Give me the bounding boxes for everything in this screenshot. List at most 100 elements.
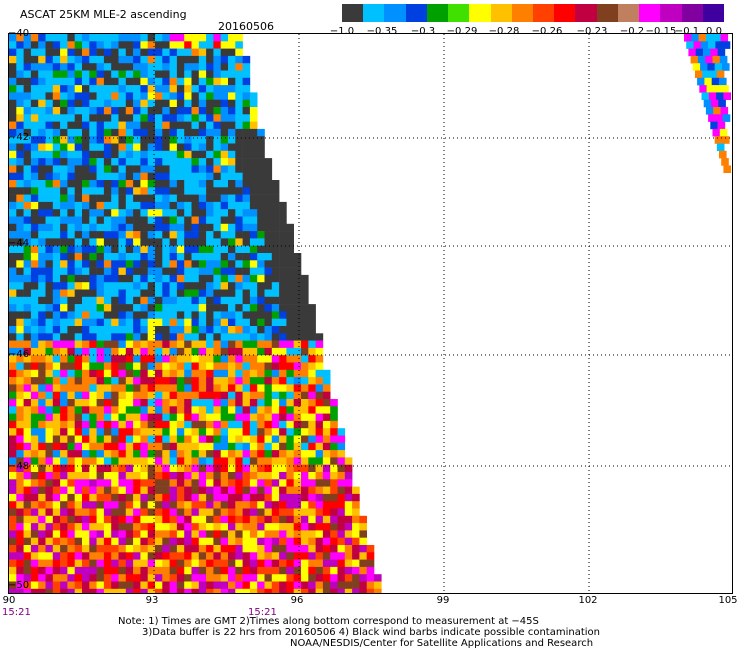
swath-cell [301,355,309,363]
swath-cell [206,311,214,319]
swath-cell [206,85,214,93]
swath-cell [103,428,112,436]
swath-cell [147,340,156,349]
swath-cell [89,464,97,473]
swath-cell [213,128,221,137]
swath-cell [30,187,39,195]
swath-cell [52,326,61,334]
swath-cell [45,260,54,268]
swath-cell [191,413,200,422]
swath-cell [235,420,243,429]
swath-cell [67,194,75,203]
swath-cell [52,347,61,356]
swath-cell [89,420,97,429]
swath-cell [191,143,200,152]
swath-cell [147,413,156,422]
swath-cell [118,530,127,538]
swath-cell [147,318,156,327]
swath-cell [125,362,134,371]
swath-cell [191,187,200,195]
swath-cell [133,282,141,290]
swath-cell [198,377,207,385]
swath-cell [133,347,141,356]
swath-cell [220,201,229,210]
swath-cell [103,566,112,575]
swath-cell [89,355,97,363]
swath-cell [213,552,221,560]
swath-cell [279,201,287,210]
swath-cell [213,347,221,356]
swath-cell [184,48,192,57]
swath-cell [176,128,185,137]
swath-cell [184,391,192,400]
swath-cell [257,201,265,210]
swath-cell [133,92,141,100]
swath-cell [308,450,316,458]
swath-cell [169,158,178,166]
swath-cell [162,530,170,538]
swath-cell [111,428,119,436]
swath-cell [697,77,705,86]
swath-cell [191,253,200,261]
swath-cell [264,187,273,195]
swath-cell [162,150,170,159]
swath-cell [74,253,83,261]
swath-cell [257,399,265,407]
swath-cell [213,267,221,276]
swath-cell [220,180,229,188]
swath-cell [257,486,265,495]
swath-cell [344,552,353,560]
swath-cell [155,260,163,268]
swath-cell [96,85,105,93]
swath-cell [45,501,54,509]
swath-cell [191,501,200,509]
swath-cell [147,326,156,334]
swath-cell [67,479,75,487]
swath-cell [9,545,17,553]
swath-cell [162,143,170,152]
swath-cell [60,566,68,575]
swath-cell [721,85,729,93]
swath-cell [52,479,61,487]
swath-cell [103,384,112,392]
swath-cell [322,574,331,582]
swath-cell [213,70,221,79]
swath-cell [330,479,338,487]
swath-cell [176,318,185,327]
swath-cell [118,143,127,152]
swath-cell [176,588,185,593]
swath-cell [206,493,214,502]
swath-cell [111,318,119,327]
swath-cell [52,296,61,305]
swath-cell [279,209,287,217]
swath-cell [125,282,134,290]
swath-cell [249,347,258,356]
swath-cell [162,55,170,64]
swath-cell [206,326,214,334]
swath-cell [133,121,141,130]
swath-cell [213,493,221,502]
swath-cell [89,413,97,422]
swath-cell [147,41,156,49]
swath-cell [257,253,265,261]
swath-cell [257,194,265,203]
swath-cell [67,158,75,166]
swath-cell [111,457,119,465]
swath-cell [293,457,302,465]
swath-cell [257,296,265,305]
swath-cell [30,574,39,582]
swath-cell [52,377,61,385]
swath-cell [315,450,324,458]
swath-cell [133,289,141,298]
swath-cell [301,559,309,568]
swath-cell [52,333,61,341]
swath-cell [16,369,24,378]
swath-cell [322,457,331,465]
swath-cell [271,311,280,319]
swath-cell [264,450,273,458]
swath-cell [235,267,243,276]
swath-cell [206,304,214,312]
swath-cell [220,406,229,414]
swath-cell [176,545,185,553]
swath-cell [125,537,134,546]
